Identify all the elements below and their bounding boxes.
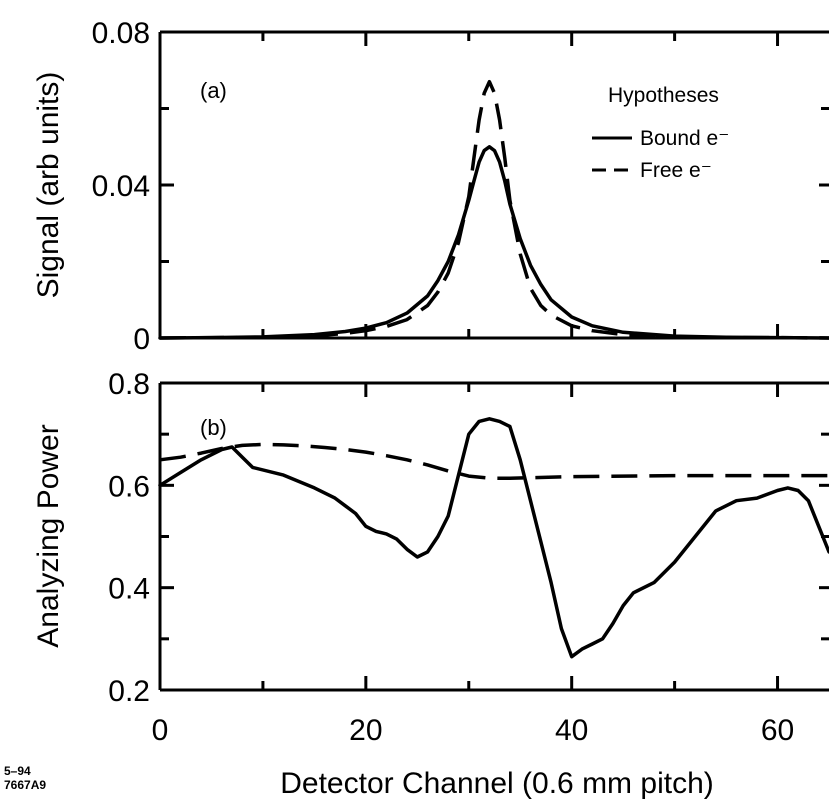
x-tick-labels: 0 20 40 60 [152, 714, 795, 747]
panel-a-tag: (a) [200, 78, 227, 103]
panel-b-y-tick-label: 0.4 [108, 573, 150, 606]
x-tick-label: 40 [555, 714, 588, 747]
panel-b-y-tick-label: 0.8 [108, 368, 150, 401]
panel-b-y-tick-label: 0.6 [108, 470, 150, 503]
legend: Hypotheses Bound e⁻ Free e⁻ [592, 84, 729, 182]
panel-a-y-tick-label: 0 [133, 323, 150, 356]
legend-title: Hypotheses [608, 84, 719, 107]
legend-label-bound: Bound e⁻ [640, 127, 729, 150]
panel-b-ticks [158, 381, 829, 692]
panel-a-y-axis-title: Signal (arb units) [32, 72, 65, 299]
x-tick-label: 20 [349, 714, 382, 747]
panel-a-series-bound [158, 145, 829, 340]
panel-b-y-tick-label: 0.2 [108, 675, 150, 708]
corner-code-line2: 7667A9 [4, 778, 46, 792]
legend-label-free: Free e⁻ [640, 159, 712, 182]
panel-b-series [158, 417, 829, 659]
panel-b-series-free [159, 442, 829, 480]
panel-b-tick-labels: 0.2 0.4 0.6 0.8 [108, 368, 150, 708]
panel-a-series [158, 79, 829, 340]
x-tick-label: 60 [761, 714, 794, 747]
panel-a-y-tick-label: 0.04 [92, 170, 150, 203]
panel-b: 0.2 0.4 0.6 0.8 (b) Analyzing Power 0 20 40 60… [32, 368, 829, 800]
corner-code-line1: 5–94 [4, 764, 31, 778]
x-tick-label: 0 [152, 714, 169, 747]
panel-a-ticks [158, 30, 829, 340]
panel-a-series-free [159, 79, 829, 340]
x-axis-title: Detector Channel (0.6 mm pitch) [280, 767, 714, 800]
panel-a-tick-labels: 0 0.04 0.08 [92, 17, 150, 356]
panel-a-y-tick-label: 0.08 [92, 17, 150, 50]
panel-b-y-axis-title: Analyzing Power [32, 424, 65, 647]
panel-a: 0 0.04 0.08 (a) Hypotheses Bound e⁻ Free e… [32, 17, 829, 356]
panel-b-tag: (b) [200, 415, 227, 440]
panel-b-series-bound [158, 417, 829, 659]
